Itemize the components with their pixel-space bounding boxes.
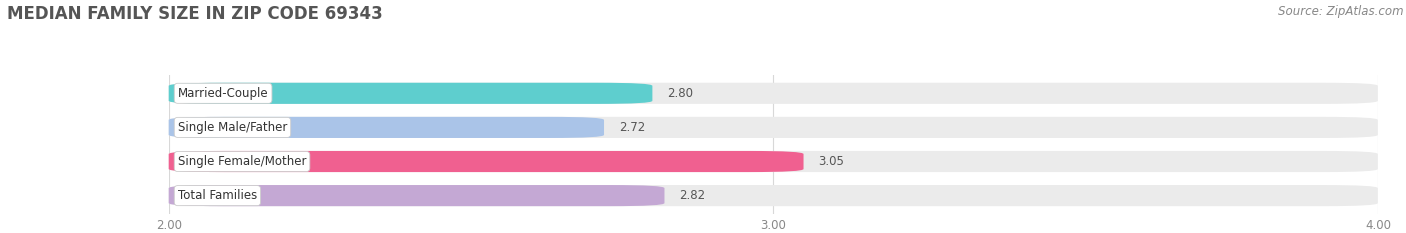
Text: Single Male/Father: Single Male/Father <box>177 121 287 134</box>
Text: MEDIAN FAMILY SIZE IN ZIP CODE 69343: MEDIAN FAMILY SIZE IN ZIP CODE 69343 <box>7 5 382 23</box>
Text: Single Female/Mother: Single Female/Mother <box>177 155 307 168</box>
Text: Source: ZipAtlas.com: Source: ZipAtlas.com <box>1278 5 1403 18</box>
Text: 3.05: 3.05 <box>818 155 845 168</box>
Text: 2.72: 2.72 <box>619 121 645 134</box>
Text: Total Families: Total Families <box>177 189 257 202</box>
FancyBboxPatch shape <box>169 83 652 104</box>
FancyBboxPatch shape <box>169 117 1378 138</box>
FancyBboxPatch shape <box>169 117 605 138</box>
FancyBboxPatch shape <box>169 83 1378 104</box>
FancyBboxPatch shape <box>169 151 1378 172</box>
FancyBboxPatch shape <box>169 151 803 172</box>
Text: 2.80: 2.80 <box>668 87 693 100</box>
Text: 2.82: 2.82 <box>679 189 706 202</box>
Text: Married-Couple: Married-Couple <box>177 87 269 100</box>
FancyBboxPatch shape <box>169 185 1378 206</box>
FancyBboxPatch shape <box>169 185 665 206</box>
